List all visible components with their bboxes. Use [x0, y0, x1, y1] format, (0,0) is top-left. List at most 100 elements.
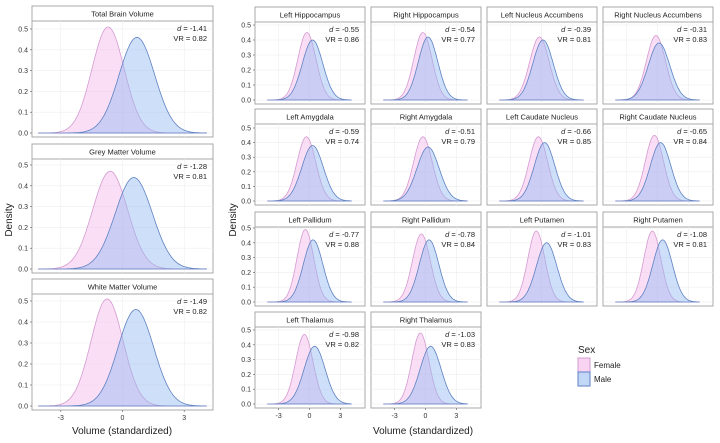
facet-title: Right Pallidum [402, 216, 450, 225]
y-tick-label: 0.1 [241, 83, 251, 90]
density-male [615, 42, 700, 101]
y-tick-label: 0.0 [241, 402, 251, 409]
y-tick-label: 0.3 [241, 255, 251, 262]
y-tick-label: 0.1 [18, 246, 28, 253]
effect-size-d: d = -0.39 [561, 25, 591, 34]
effect-size-d: d = -1.41 [177, 24, 207, 33]
facet-title: Grey Matter Volume [89, 148, 156, 157]
density-female [499, 36, 584, 101]
y-tick-label: 0.3 [18, 204, 28, 211]
y-tick-label: 0.1 [18, 383, 28, 390]
x-axis-label-left: Volume (standardized) [72, 426, 172, 437]
y-tick-label: 0.2 [241, 169, 251, 176]
effect-size-d: d = -1.08 [677, 230, 707, 239]
y-tick-label: 0.5 [241, 226, 251, 233]
variance-ratio: VR = 0.77 [441, 35, 475, 44]
density-male [267, 39, 352, 101]
effect-size-d: d = -0.65 [677, 127, 707, 136]
legend-key-female [577, 357, 591, 373]
effect-size-d: d = -0.51 [445, 127, 475, 136]
plot-area [370, 123, 482, 206]
y-tick-label: 0.0 [241, 300, 251, 307]
y-tick-label: 0.1 [18, 110, 28, 117]
variance-ratio: VR = 0.83 [557, 240, 591, 249]
variance-ratio: VR = 0.85 [557, 137, 591, 146]
facet-title: Right Caudate Nucleus [619, 113, 696, 122]
effect-size-d: d = -0.77 [329, 230, 359, 239]
plot-area [602, 226, 714, 307]
variance-ratio: VR = 0.82 [173, 307, 207, 316]
y-axis-label-left: Density [4, 203, 15, 236]
variance-ratio: VR = 0.83 [673, 35, 707, 44]
y-tick-label: 0.5 [241, 328, 251, 335]
facet-title: Total Brain Volume [91, 10, 154, 19]
effect-size-d: d = -0.66 [561, 127, 591, 136]
y-tick-label: 0.4 [241, 342, 251, 349]
y-tick-label: 0.5 [18, 27, 28, 34]
y-tick-label: 0.2 [18, 89, 28, 96]
density-male [38, 177, 207, 270]
plot-area [254, 123, 366, 206]
variance-ratio: VR = 0.82 [325, 340, 359, 349]
y-tick-label: 0.2 [18, 362, 28, 369]
legend: Sex Female Male [577, 345, 621, 387]
facet-title: Left Amygdala [286, 113, 334, 122]
facet-title: Left Putamen [520, 216, 565, 225]
variance-ratio: VR = 0.83 [441, 340, 475, 349]
x-tick-label: -3 [392, 413, 398, 420]
density-male [38, 309, 207, 407]
y-tick-label: 0.0 [18, 404, 28, 411]
plot-area [254, 326, 366, 409]
density-male [615, 142, 700, 202]
effect-size-d: d = -1.03 [445, 330, 475, 339]
plot-area [370, 326, 482, 409]
y-tick-label: 0.4 [18, 320, 28, 327]
variance-ratio: VR = 0.82 [173, 34, 207, 43]
density-male [267, 239, 352, 303]
x-tick-label: -3 [58, 415, 64, 422]
density-male [38, 36, 207, 134]
effect-size-d: d = -0.59 [329, 127, 359, 136]
effect-size-d: d = -1.28 [177, 162, 207, 171]
effect-size-d: d = -0.31 [677, 25, 707, 34]
x-tick-label: 0 [121, 415, 125, 422]
y-tick-label: 0.3 [241, 53, 251, 60]
plot-area [486, 123, 598, 206]
facet-title: White Matter Volume [88, 283, 158, 292]
facet-title: Right Thalamus [400, 316, 453, 325]
y-tick-label: 0.1 [241, 387, 251, 394]
effect-size-d: d = -0.78 [445, 230, 475, 239]
density-male [267, 145, 352, 202]
y-tick-label: 0.3 [241, 357, 251, 364]
density-male [383, 36, 468, 101]
legend-label-female: Female [594, 361, 621, 370]
x-tick-label: 3 [338, 413, 342, 420]
y-tick-label: 0.2 [241, 270, 251, 277]
density-male [499, 242, 584, 303]
variance-ratio: VR = 0.84 [441, 240, 475, 249]
variance-ratio: VR = 0.88 [325, 240, 359, 249]
y-tick-label: 0.0 [241, 199, 251, 206]
effect-size-d: d = -1.01 [561, 230, 591, 239]
facet-title: Right Putamen [633, 216, 683, 225]
effect-size-d: d = -0.54 [445, 25, 475, 34]
variance-ratio: VR = 0.74 [325, 137, 359, 146]
facet-title: Right Nucleus Accumbens [614, 11, 702, 20]
y-tick-label: 0.2 [241, 68, 251, 75]
y-tick-label: 0.0 [18, 267, 28, 274]
y-tick-label: 0.3 [18, 341, 28, 348]
